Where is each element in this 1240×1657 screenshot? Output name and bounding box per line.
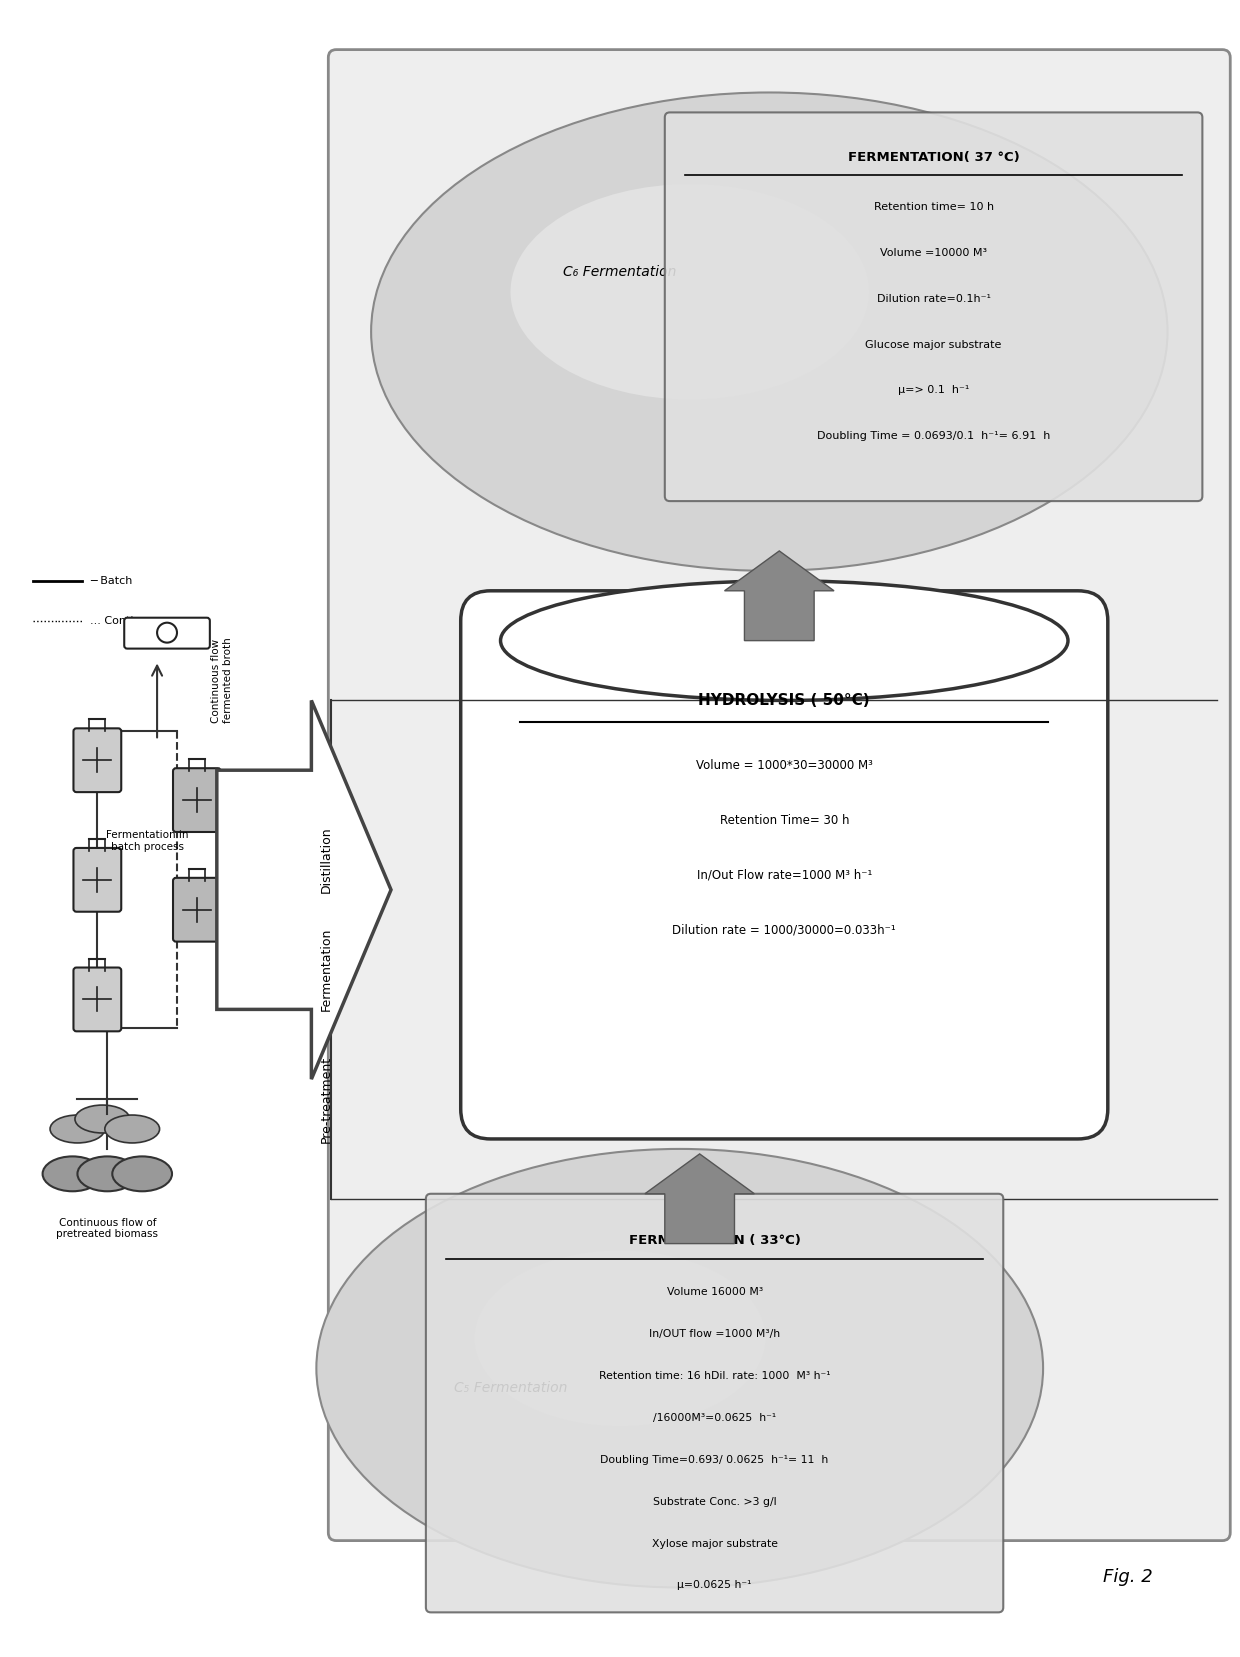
Text: C₆ Fermentation: C₆ Fermentation [563,265,677,278]
Text: Continuous flow of
pretreated biomass: Continuous flow of pretreated biomass [56,1218,159,1239]
FancyBboxPatch shape [174,878,221,941]
Text: FERMENTATION ( 33°C): FERMENTATION ( 33°C) [629,1234,801,1248]
FancyBboxPatch shape [73,729,122,792]
FancyBboxPatch shape [425,1193,1003,1612]
Text: Volume 16000 M³: Volume 16000 M³ [667,1287,763,1297]
Text: Doubling Time=0.693/ 0.0625  h⁻¹= 11  h: Doubling Time=0.693/ 0.0625 h⁻¹= 11 h [600,1455,828,1465]
Text: Retention time: 16 hDil. rate: 1000  M³ h⁻¹: Retention time: 16 hDil. rate: 1000 M³ h… [599,1370,831,1382]
Ellipse shape [475,1251,765,1427]
Text: Dilution rate = 1000/30000=0.033h⁻¹: Dilution rate = 1000/30000=0.033h⁻¹ [672,923,897,936]
Text: ─ Batch: ─ Batch [91,577,133,587]
Text: µ=> 0.1  h⁻¹: µ=> 0.1 h⁻¹ [898,386,970,396]
Polygon shape [217,701,391,1079]
FancyBboxPatch shape [665,113,1203,500]
Ellipse shape [42,1157,103,1191]
Text: Continuous flow
fermented broth: Continuous flow fermented broth [211,638,233,724]
Polygon shape [645,1153,754,1244]
Text: HYDROLYSIS ( 50°C): HYDROLYSIS ( 50°C) [698,693,870,708]
FancyBboxPatch shape [73,968,122,1031]
Ellipse shape [501,582,1068,701]
Text: Fermentation in
batch process: Fermentation in batch process [105,830,188,852]
Text: Distillation: Distillation [320,827,332,893]
Text: FERMENTATION( 37 °C): FERMENTATION( 37 °C) [848,151,1019,164]
Ellipse shape [105,1115,160,1143]
Circle shape [157,623,177,643]
Text: Glucose major substrate: Glucose major substrate [866,340,1002,350]
Text: Substrate Conc. >3 g/l: Substrate Conc. >3 g/l [652,1496,776,1506]
Text: ... Continuous: ... Continuous [91,616,167,626]
Text: In/Out Flow rate=1000 M³ h⁻¹: In/Out Flow rate=1000 M³ h⁻¹ [697,868,872,882]
Ellipse shape [50,1115,105,1143]
Text: Xylose major substrate: Xylose major substrate [651,1539,777,1549]
Ellipse shape [77,1157,138,1191]
FancyBboxPatch shape [174,769,221,832]
Ellipse shape [511,184,869,399]
Text: In/OUT flow =1000 M³/h: In/OUT flow =1000 M³/h [649,1329,780,1339]
FancyBboxPatch shape [329,50,1230,1541]
FancyBboxPatch shape [461,592,1107,1138]
FancyBboxPatch shape [124,618,210,648]
Text: µ=0.0625 h⁻¹: µ=0.0625 h⁻¹ [677,1581,751,1591]
FancyBboxPatch shape [73,848,122,911]
Text: Fig. 2: Fig. 2 [1102,1569,1153,1586]
Text: Doubling Time = 0.0693/0.1  h⁻¹= 6.91  h: Doubling Time = 0.0693/0.1 h⁻¹= 6.91 h [817,431,1050,441]
Text: Volume =10000 M³: Volume =10000 M³ [880,249,987,258]
Text: Retention time= 10 h: Retention time= 10 h [873,202,993,212]
Text: C₅ Fermentation: C₅ Fermentation [454,1382,567,1395]
Ellipse shape [371,93,1168,572]
Ellipse shape [74,1105,130,1133]
Text: /16000M³=0.0625  h⁻¹: /16000M³=0.0625 h⁻¹ [653,1413,776,1423]
Text: Fermentation: Fermentation [320,928,332,1011]
Text: Pre-treatment: Pre-treatment [320,1056,332,1143]
Ellipse shape [113,1157,172,1191]
Text: Dilution rate=0.1h⁻¹: Dilution rate=0.1h⁻¹ [877,293,991,303]
Polygon shape [724,550,835,641]
Text: Retention Time= 30 h: Retention Time= 30 h [719,814,849,827]
Text: Volume = 1000*30=30000 M³: Volume = 1000*30=30000 M³ [696,759,873,772]
Ellipse shape [316,1148,1043,1587]
